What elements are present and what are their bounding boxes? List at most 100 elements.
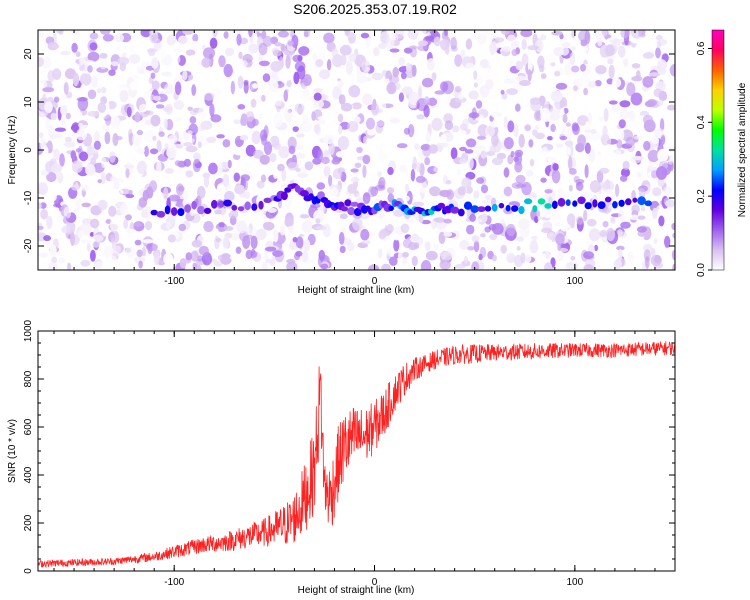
heatmap-cell: [128, 53, 141, 64]
heatmap-cell: [596, 170, 604, 183]
heatmap-cell: [527, 45, 539, 51]
heatmap-cell: [416, 114, 425, 120]
snr-ytick-label: 0: [23, 568, 34, 574]
heatmap-cell: [557, 187, 564, 198]
heatmap-cell: [175, 54, 181, 64]
heatmap-cell: [101, 157, 107, 169]
heatmap-cell: [418, 180, 428, 194]
heatmap-cell: [465, 138, 477, 148]
snr-xtick-label: -100: [164, 577, 184, 588]
heatmap-cell: [613, 38, 625, 43]
heatmap-cell: [389, 48, 400, 53]
heatmap-cell: [42, 87, 55, 93]
heatmap-cell: [321, 156, 330, 165]
heatmap-cell: [506, 88, 518, 95]
heatmap-cell: [322, 223, 331, 238]
heatmap-cell: [542, 206, 553, 219]
heatmap-cell: [298, 167, 307, 176]
heatmap-cell: [125, 214, 132, 221]
heatmap-cell: [229, 254, 239, 261]
heatmap-cell: [150, 72, 156, 79]
heatmap-cell: [515, 174, 526, 184]
heatmap-cell: [187, 130, 193, 135]
heatmap-cell: [92, 234, 104, 242]
heatmap-cell: [513, 156, 519, 163]
heatmap-cell: [316, 182, 326, 190]
heatmap-cell: [540, 73, 547, 80]
heatmap-ytick-label: -20: [23, 238, 34, 253]
heatmap-cell: [583, 87, 588, 96]
heatmap-cell: [272, 49, 282, 57]
heatmap-cell: [89, 218, 100, 229]
heatmap-cell: [363, 135, 368, 145]
heatmap-cell: [237, 104, 246, 110]
heatmap-cell: [516, 236, 524, 242]
heatmap-cell: [515, 60, 524, 71]
ridge-point: [177, 208, 185, 217]
heatmap-cell: [507, 34, 517, 43]
heatmap-cell: [295, 167, 301, 172]
heatmap-cell: [348, 85, 361, 98]
heatmap-cell: [328, 142, 335, 156]
ridge-point: [532, 205, 538, 213]
heatmap-cell: [636, 226, 647, 233]
heatmap-cell: [517, 191, 523, 201]
heatmap-cell: [192, 40, 198, 52]
heatmap-cell: [439, 189, 452, 198]
heatmap-cell: [61, 117, 66, 126]
heatmap-cell: [198, 245, 209, 256]
heatmap-cell: [416, 162, 421, 173]
heatmap-cell: [370, 163, 375, 177]
heatmap-cell: [551, 31, 563, 36]
heatmap-cell: [518, 134, 525, 148]
heatmap-cell: [144, 129, 156, 143]
heatmap-cell: [431, 117, 443, 131]
heatmap-cell: [168, 194, 181, 202]
heatmap-cell: [425, 35, 435, 41]
heatmap-cell: [313, 124, 320, 134]
heatmap-cell: [185, 49, 196, 56]
heatmap-cell: [138, 260, 143, 269]
heatmap-cell: [331, 158, 341, 165]
heatmap-cell: [292, 126, 299, 132]
heatmap-cell: [480, 184, 489, 194]
heatmap-cell: [463, 255, 469, 264]
ridge-point: [592, 199, 598, 208]
heatmap-cell: [450, 37, 457, 50]
heatmap-cell: [480, 68, 492, 76]
heatmap-cell: [178, 223, 187, 232]
heatmap-cell: [547, 54, 557, 66]
heatmap-cell: [189, 116, 197, 124]
heatmap-cell: [468, 112, 480, 119]
heatmap-cell: [43, 244, 52, 249]
heatmap-cell: [99, 52, 108, 59]
heatmap-cell: [47, 261, 58, 270]
heatmap-cell: [618, 248, 623, 261]
heatmap-cell: [653, 88, 663, 98]
heatmap-cell: [142, 190, 149, 201]
heatmap-cell: [657, 148, 669, 163]
heatmap-cell: [134, 256, 146, 264]
heatmap-cell: [75, 148, 82, 153]
heatmap-cell: [233, 172, 240, 182]
heatmap-cell: [87, 65, 93, 73]
heatmap-cell: [267, 207, 277, 213]
heatmap-cell: [319, 69, 331, 80]
heatmap-cell: [622, 160, 630, 170]
heatmap-cell: [237, 75, 244, 89]
heatmap-cell: [216, 183, 225, 195]
heatmap-cell: [319, 119, 326, 125]
heatmap-cell: [404, 47, 413, 54]
heatmap-cell: [274, 42, 282, 47]
heatmap-cell: [503, 116, 508, 129]
heatmap-cell: [108, 69, 116, 76]
heatmap-cell: [269, 153, 277, 163]
ridge-point: [280, 191, 288, 201]
heatmap-cell: [436, 228, 447, 234]
ridge-point: [644, 200, 652, 207]
heatmap-cell: [492, 113, 497, 118]
heatmap-cell: [473, 218, 483, 223]
heatmap-cell: [431, 72, 437, 82]
heatmap-cell: [303, 31, 309, 38]
heatmap-cell: [534, 216, 539, 223]
